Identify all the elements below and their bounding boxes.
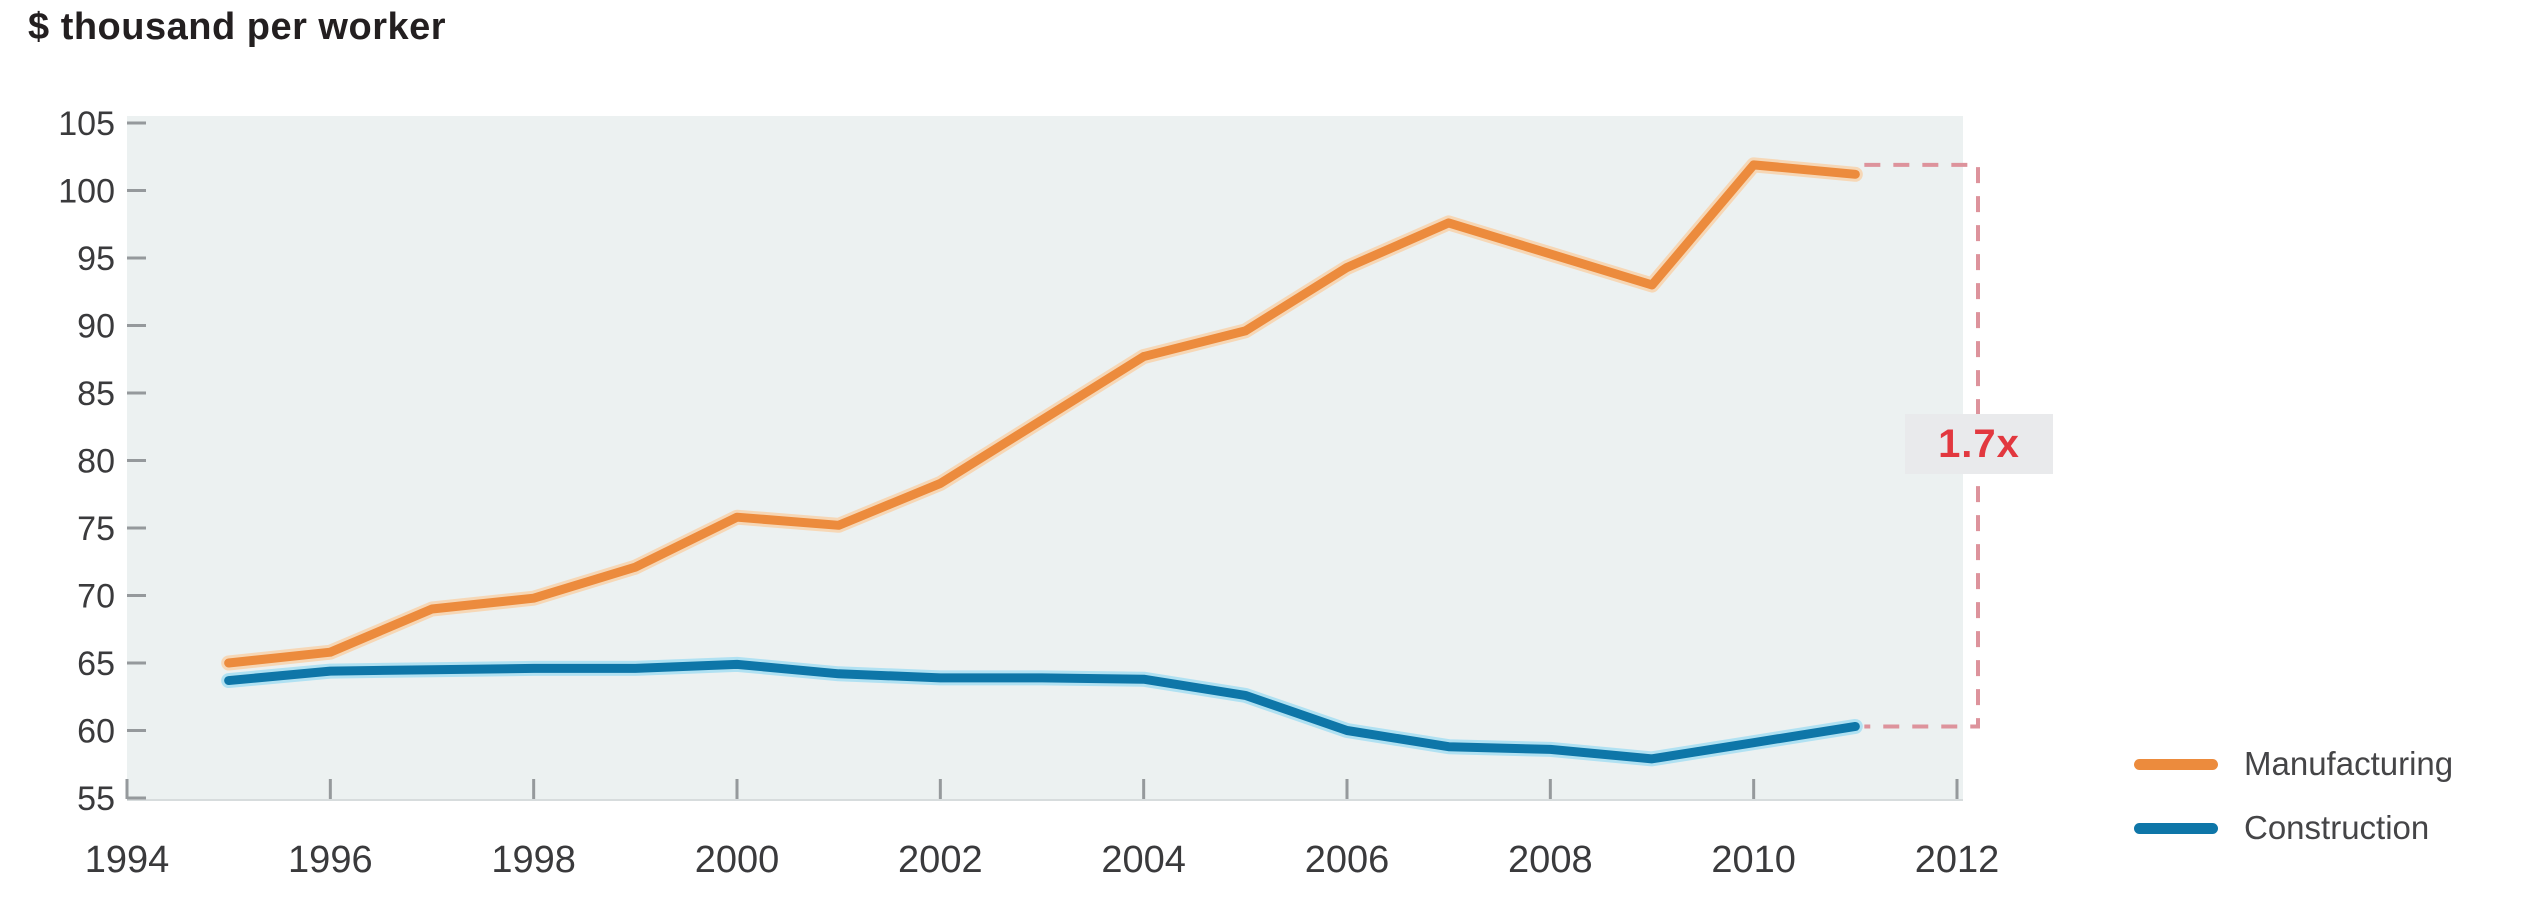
x-tick-label: 2008 [1508,839,1593,881]
legend: Manufacturing Construction [2134,744,2453,848]
y-tick-label: 75 [77,510,115,548]
legend-label-manufacturing: Manufacturing [2244,745,2454,782]
y-tick-label: 85 [77,375,115,413]
ratio-annotation: 1.7x [1905,414,2053,474]
x-tick-label: 2010 [1711,839,1796,881]
y-tick-label: 80 [77,443,115,481]
construction-line [224,659,1860,764]
y-tick-label: 60 [77,713,115,751]
y-tick-label: 55 [77,780,115,818]
y-tick-label: 90 [77,308,115,346]
x-tick-label: 2006 [1305,839,1390,881]
y-tick-label: 100 [58,173,115,211]
x-tick-label: 2002 [898,839,983,881]
y-tick-label: 95 [77,240,115,278]
construction-line-swatch [2134,822,2218,834]
y-tick-label: 105 [58,105,115,143]
x-tick-label: 2000 [695,839,780,881]
manufacturing-line [224,160,1860,668]
x-tick-label: 2012 [1915,839,2000,881]
x-tick-label: 1998 [491,839,576,881]
chart-title: $ thousand per worker [28,6,447,48]
ratio-bracket-dashed-line [1864,162,1980,729]
plot-background [127,116,1963,800]
y-tick-label: 65 [77,645,115,683]
x-tick-label: 2004 [1101,839,1186,881]
legend-item-construction: Construction [2134,808,2453,848]
x-tick-label: 1994 [85,839,170,881]
legend-label-construction: Construction [2244,809,2430,846]
x-tick-label: 1996 [288,839,373,881]
legend-item-manufacturing: Manufacturing [2134,744,2453,784]
y-tick-label: 70 [77,578,115,616]
manufacturing-line-swatch [2134,758,2218,770]
